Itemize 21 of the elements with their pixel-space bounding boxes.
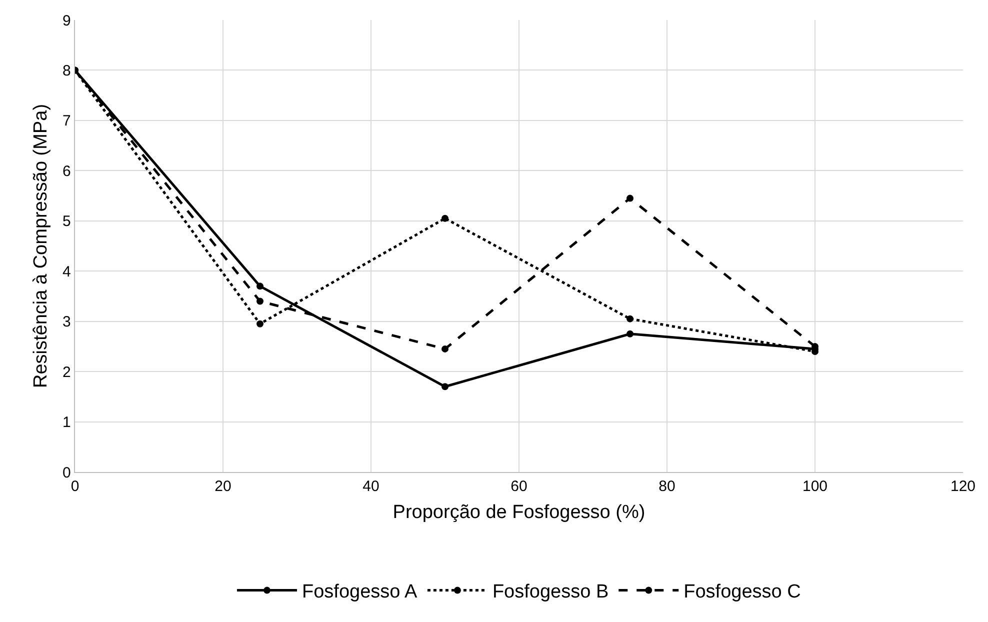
x-tick-label: 100 <box>802 478 828 496</box>
x-tick-label: 60 <box>510 478 528 496</box>
y-tick-label: 0 <box>62 464 71 482</box>
x-tick-label: 80 <box>658 478 676 496</box>
y-tick-label: 2 <box>62 364 71 381</box>
y-tick-label: 4 <box>62 263 71 280</box>
legend-label: Fosfogesso C <box>684 582 801 603</box>
y-axis-title: Resistência à Compressão (MPa) <box>30 104 52 388</box>
x-tick-label: 20 <box>214 478 232 496</box>
y-tick-label: 1 <box>62 414 71 432</box>
x-axis-title: Proporção de Fosfogesso (%) <box>392 502 646 523</box>
x-tick-label: 40 <box>362 478 380 496</box>
legend-label: Fosfogesso B <box>492 582 609 603</box>
y-tick-label: 3 <box>62 314 71 331</box>
legend-label: Fosfogesso A <box>302 582 418 603</box>
y-tick-label: 6 <box>62 162 71 180</box>
y-tick-label: 5 <box>62 213 71 230</box>
x-tick-label: 120 <box>950 478 976 496</box>
y-tick-label: 7 <box>62 112 71 130</box>
y-tick-label: 9 <box>62 12 71 30</box>
y-tick-label: 8 <box>62 62 71 80</box>
